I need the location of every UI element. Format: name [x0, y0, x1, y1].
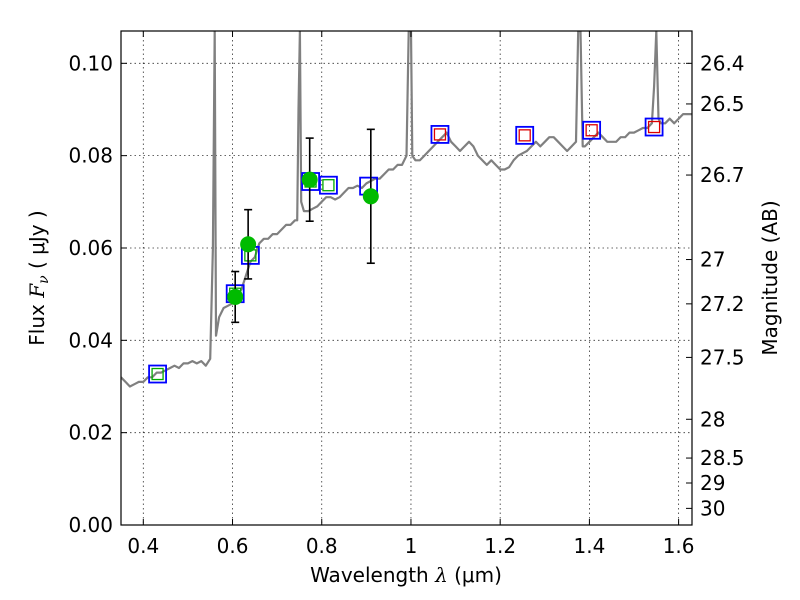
x-tick-label: 1.2 [484, 534, 516, 558]
y2-tick-label: 28.5 [700, 446, 745, 470]
inner-square-marker [518, 129, 531, 142]
y-tick-label: 0.08 [68, 144, 113, 168]
x-tick-label: 0.8 [306, 534, 338, 558]
y2-tick-label: 27 [700, 248, 725, 272]
ticks: 0.4 0.6 0.8 1 1.2 1.4 1.6 0.00 0.02 0.04 0.06 0.08 0… [68, 31, 745, 558]
spectrum-line [121, 31, 692, 388]
y2-axis-label: Magnitude (AB) [758, 200, 782, 355]
observed-data-point [227, 288, 244, 305]
x-axis-label: Wavelength λ (μm) [310, 563, 502, 587]
model-square-marker [430, 125, 450, 144]
plot-frame [120, 30, 693, 526]
model-square-marker [644, 117, 664, 137]
x-tick-label: 1 [405, 534, 418, 558]
observed-data-point [240, 236, 257, 253]
y2-tick-label: 29 [700, 471, 725, 495]
inner-square-marker [433, 128, 447, 141]
x-tick-label: 0.4 [127, 534, 159, 558]
y-tick-label: 0.04 [68, 328, 113, 352]
model-square-marker [582, 120, 602, 140]
y2-tick-label: 26.4 [700, 51, 745, 75]
inner-square-marker [322, 179, 335, 192]
y2-tick-label: 26.7 [700, 163, 745, 187]
y2-tick-label: 28 [700, 407, 725, 431]
y-tick-label: 0.00 [68, 513, 113, 537]
y-tick-label: 0.02 [68, 421, 113, 445]
inner-square-marker [151, 367, 164, 381]
observed-data-point [301, 171, 318, 188]
y-axis-label: Flux Fν ( μJy ) [25, 210, 52, 345]
y-tick-label: 0.10 [68, 51, 113, 75]
y2-tick-label: 30 [700, 496, 725, 520]
x-tick-label: 0.6 [217, 534, 249, 558]
model-square-marker [515, 125, 535, 145]
y-tick-label: 0.06 [68, 236, 113, 260]
markers [148, 117, 664, 384]
observed-data-point [362, 188, 379, 205]
y2-tick-label: 27.5 [700, 345, 745, 369]
plot-area [121, 31, 692, 388]
y2-tick-label: 27.2 [700, 292, 745, 316]
model-square-marker [148, 364, 167, 384]
y2-tick-label: 26.5 [700, 92, 745, 116]
inner-square-marker [585, 124, 598, 137]
model-square-marker [319, 175, 338, 195]
x-tick-label: 1.6 [663, 534, 695, 558]
inner-square-marker [647, 120, 661, 134]
x-tick-label: 1.4 [573, 534, 605, 558]
